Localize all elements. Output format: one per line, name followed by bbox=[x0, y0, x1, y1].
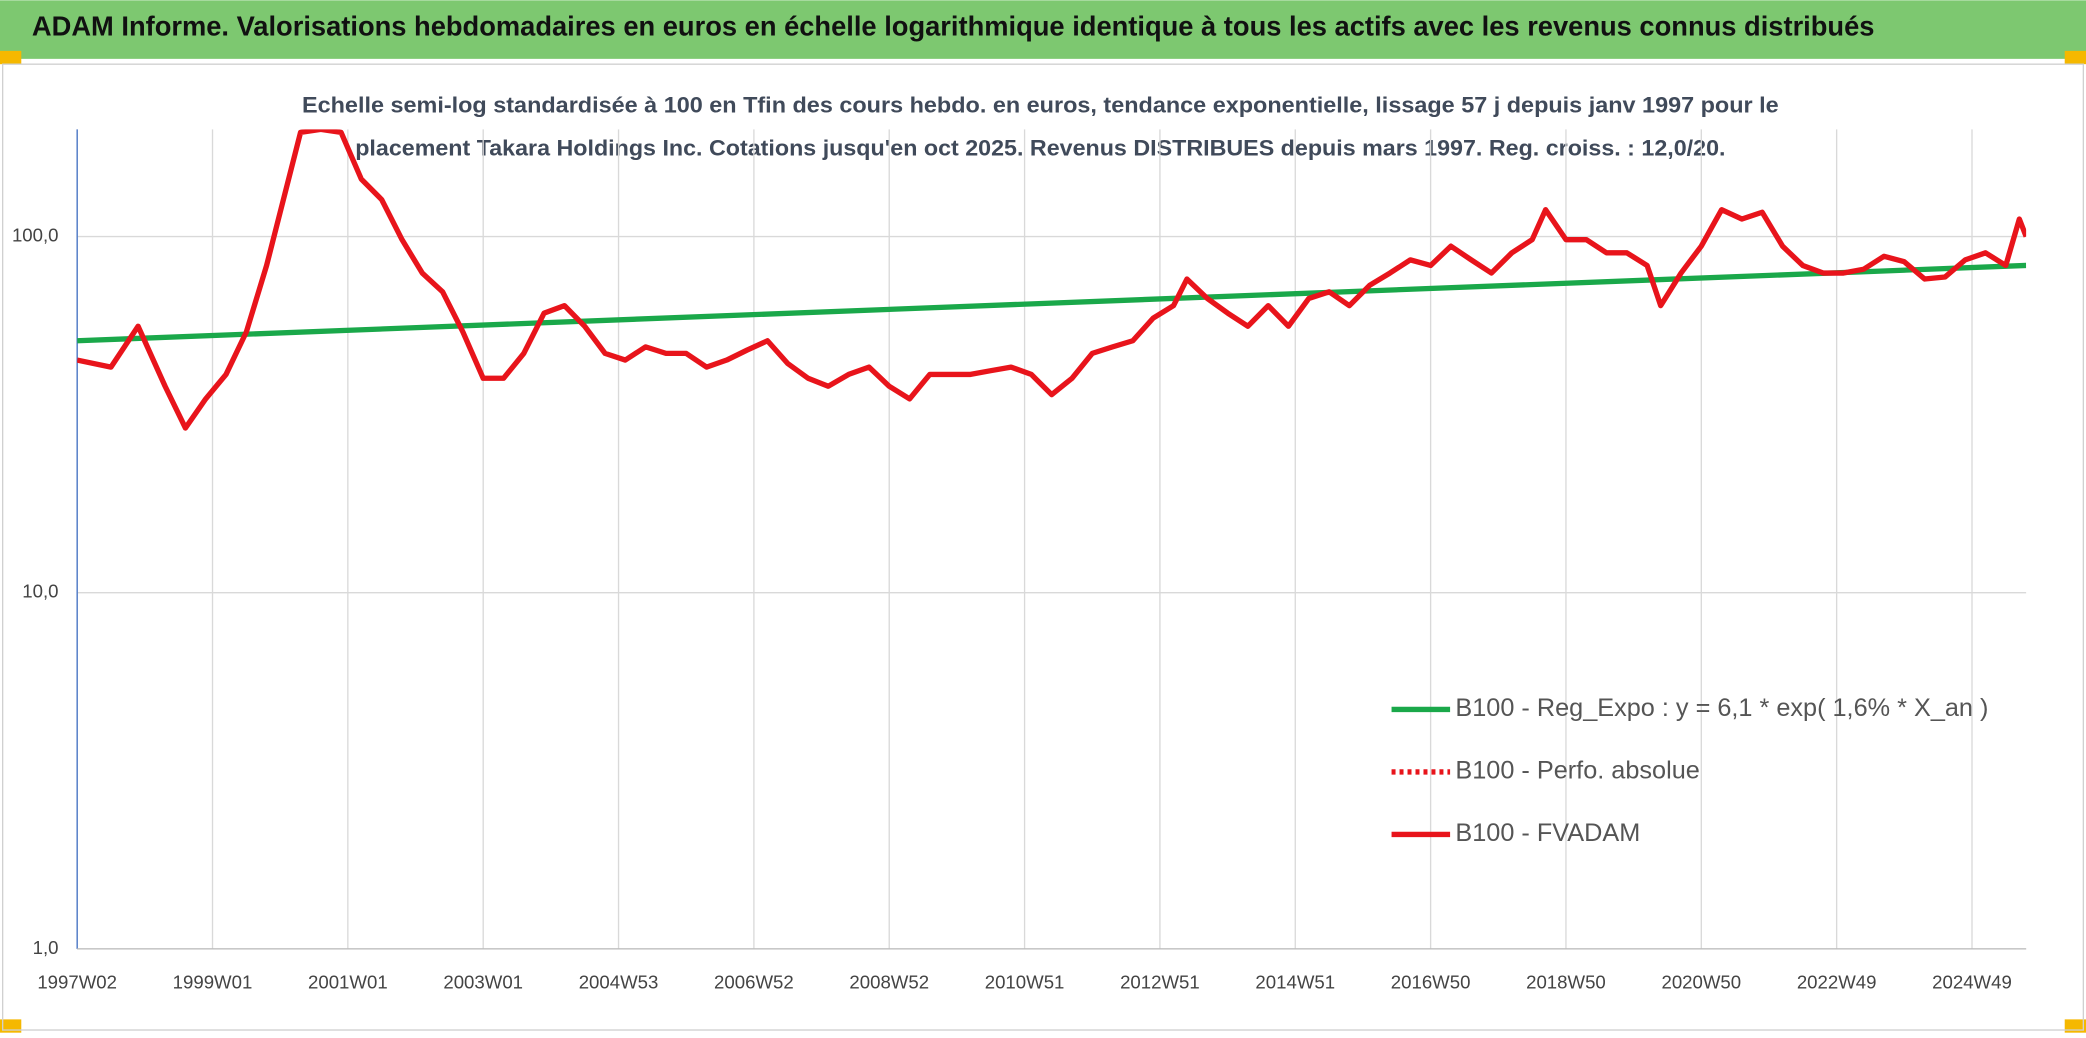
x-tick-label: 2006W52 bbox=[714, 971, 794, 992]
x-tick-label: 2003W01 bbox=[443, 971, 523, 992]
series-line bbox=[77, 262, 2027, 344]
x-tick-label: 2020W50 bbox=[1661, 971, 1741, 992]
chart-subtitle: Echelle semi-log standardisée à 100 en T… bbox=[302, 93, 1779, 118]
series-line bbox=[77, 129, 2027, 431]
x-tick-label: 2001W01 bbox=[308, 971, 388, 992]
corner bbox=[2064, 50, 2086, 65]
legend-label: B100 - Perfo. absolue bbox=[1455, 757, 1699, 785]
header-bar bbox=[0, 0, 2086, 59]
legend-label: B100 - Reg_Expo : y = 6,1 * exp( 1,6% * … bbox=[1455, 694, 1988, 722]
y-tick-label: 1,0 bbox=[33, 937, 59, 958]
chart-subtitle: placement Takara Holdings Inc. Cotations… bbox=[355, 135, 1725, 160]
x-tick-label: 2022W49 bbox=[1797, 971, 1877, 992]
x-tick-label: 2010W51 bbox=[985, 971, 1065, 992]
page-title: ADAM Informe. Valorisations hebdomadaire… bbox=[32, 11, 1875, 42]
y-tick-label: 100,0 bbox=[12, 224, 59, 245]
legend-label: B100 - FVADAM bbox=[1455, 819, 1640, 847]
corner bbox=[0, 50, 22, 65]
frame bbox=[1, 63, 2085, 1031]
x-tick-label: 2004W53 bbox=[579, 971, 659, 992]
x-tick-label: 2008W52 bbox=[849, 971, 929, 992]
x-tick-label: 1999W01 bbox=[173, 971, 253, 992]
x-tick-label: 2014W51 bbox=[1255, 971, 1335, 992]
x-tick-label: 2018W50 bbox=[1526, 971, 1606, 992]
x-tick-label: 1997W02 bbox=[37, 971, 117, 992]
y-tick-label: 10,0 bbox=[22, 581, 58, 602]
x-tick-label: 2024W49 bbox=[1932, 971, 2012, 992]
x-tick-label: 2016W50 bbox=[1391, 971, 1471, 992]
x-tick-label: 2012W51 bbox=[1120, 971, 1200, 992]
